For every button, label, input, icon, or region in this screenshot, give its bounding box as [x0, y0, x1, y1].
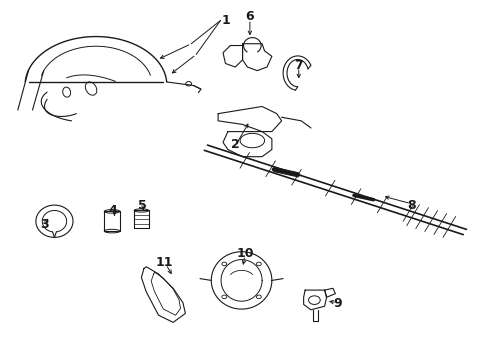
Text: 5: 5 — [138, 199, 147, 212]
Text: 6: 6 — [245, 10, 254, 23]
Text: 1: 1 — [221, 14, 230, 27]
Text: 10: 10 — [236, 247, 254, 260]
Text: 7: 7 — [294, 59, 303, 72]
Text: 8: 8 — [407, 199, 416, 212]
Text: 9: 9 — [334, 297, 342, 310]
Text: 4: 4 — [109, 204, 118, 217]
Text: 3: 3 — [40, 218, 49, 231]
Text: 2: 2 — [231, 138, 240, 150]
Text: 11: 11 — [156, 256, 173, 269]
